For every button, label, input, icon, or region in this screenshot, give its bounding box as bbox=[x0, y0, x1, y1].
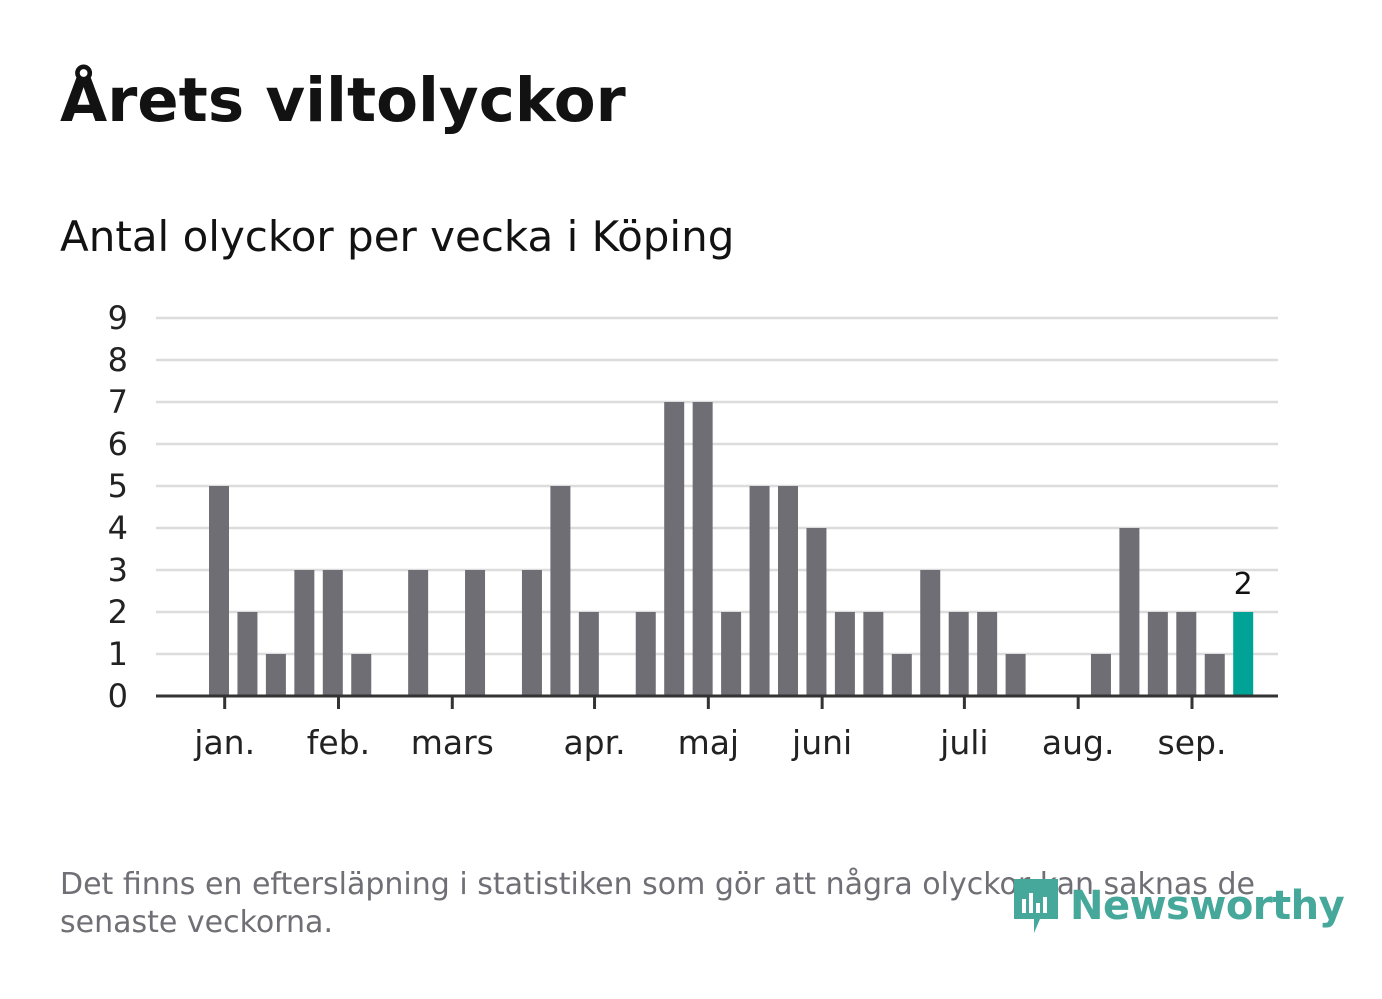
y-tick-label: 4 bbox=[108, 509, 128, 547]
x-tick-label: juli bbox=[939, 723, 988, 762]
y-tick-label: 1 bbox=[108, 635, 128, 673]
bar bbox=[1005, 654, 1026, 696]
bar bbox=[237, 612, 258, 696]
bar bbox=[749, 486, 770, 696]
x-axis-ticks: jan. feb. mars apr. maj juni juli aug. sep. bbox=[193, 696, 1226, 762]
x-tick-label: jan. bbox=[193, 723, 255, 762]
y-tick-label: 0 bbox=[108, 677, 128, 715]
x-tick-label: sep. bbox=[1158, 723, 1227, 762]
bars bbox=[209, 402, 1254, 696]
bar-highlight bbox=[1233, 612, 1254, 696]
x-tick-label: feb. bbox=[307, 723, 370, 762]
y-tick-label: 3 bbox=[108, 551, 128, 589]
bar bbox=[891, 654, 912, 696]
y-axis-ticks: 0 1 2 3 4 5 6 7 8 9 bbox=[108, 299, 128, 715]
bar bbox=[294, 570, 315, 696]
bar bbox=[948, 612, 969, 696]
bar bbox=[209, 486, 229, 696]
bar-chart: 0 1 2 3 4 5 6 7 8 9 jan. feb. mars apr. maj juni juli au… bbox=[108, 299, 1278, 762]
bar bbox=[635, 612, 656, 696]
bar bbox=[322, 570, 343, 696]
bar bbox=[806, 528, 827, 696]
grid-lines bbox=[156, 316, 1278, 656]
chart-subtitle: Antal olyckor per vecka i Köping bbox=[60, 212, 735, 261]
bar bbox=[1204, 654, 1225, 696]
newsworthy-logo-icon bbox=[1014, 879, 1058, 933]
bar bbox=[920, 570, 941, 696]
x-tick-label: aug. bbox=[1042, 723, 1115, 762]
bar bbox=[664, 402, 685, 696]
y-tick-label: 6 bbox=[108, 425, 128, 463]
bar bbox=[692, 402, 713, 696]
data-labels: 2 bbox=[1234, 567, 1253, 602]
y-tick-label: 9 bbox=[108, 299, 128, 337]
bar bbox=[1119, 528, 1140, 696]
y-tick-label: 8 bbox=[108, 341, 128, 379]
chart-title: Årets viltolyckor bbox=[60, 65, 626, 136]
data-label-last: 2 bbox=[1234, 567, 1253, 602]
newsworthy-logo: Newsworthy bbox=[1010, 875, 1345, 937]
bar bbox=[1147, 612, 1168, 696]
bar bbox=[1090, 654, 1111, 696]
bar bbox=[550, 486, 571, 696]
x-tick-label: mars bbox=[411, 723, 494, 762]
bar bbox=[977, 612, 998, 696]
bar bbox=[265, 654, 286, 696]
bar bbox=[863, 612, 884, 696]
bar bbox=[721, 612, 742, 696]
x-tick-label: juni bbox=[791, 723, 852, 762]
bar bbox=[778, 486, 798, 696]
bar bbox=[578, 612, 599, 696]
y-tick-label: 2 bbox=[108, 593, 128, 631]
y-tick-label: 7 bbox=[108, 383, 128, 421]
bar bbox=[351, 654, 372, 696]
x-tick-label: apr. bbox=[563, 723, 625, 762]
x-tick-label: maj bbox=[678, 723, 740, 762]
bar bbox=[834, 612, 855, 696]
y-tick-label: 5 bbox=[108, 467, 128, 505]
newsworthy-logo-text: Newsworthy bbox=[1070, 883, 1345, 929]
bar bbox=[521, 570, 542, 696]
bar bbox=[1176, 612, 1197, 696]
bar bbox=[408, 570, 429, 696]
bar bbox=[465, 570, 486, 696]
